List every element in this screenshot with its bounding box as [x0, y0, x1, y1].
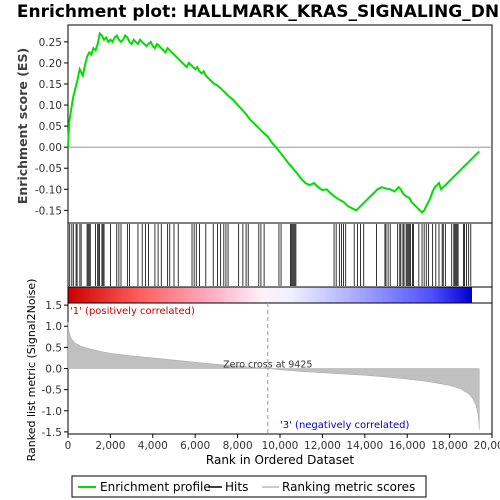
hits-frame	[67, 222, 493, 288]
es-y-tick-label: 0.25	[39, 37, 62, 49]
metric-score-area	[67, 321, 480, 430]
es-y-tick-label: 0.10	[39, 100, 62, 112]
legend: Enrichment profile Hits Ranking metric s…	[71, 475, 427, 498]
es-y-tick-label: 0.05	[39, 121, 62, 133]
es-y-axis: -0.15 -0.10 -0.05 0.00 0.05 0.10 0.15 0.20 0.25	[35, 37, 68, 217]
metric-y-tick-label: -0.5	[42, 385, 63, 397]
metric-y-tick-label: 0.0	[45, 364, 62, 376]
x-tick-label: 12,000	[304, 440, 341, 452]
metric-panel: Zero cross at 9425 '1' (positively corre…	[25, 279, 493, 462]
x-tick-label: 14,000	[346, 440, 383, 452]
metric-y-tick-label: 1.5	[45, 300, 62, 312]
legend-metric-label: Ranking metric scores	[282, 480, 415, 494]
es-plot-frame	[67, 24, 493, 224]
legend-hits-label: Hits	[225, 480, 248, 494]
es-y-tick-label: -0.10	[35, 184, 62, 196]
x-tick-label: 8,000	[223, 440, 253, 452]
metric-y-tick-label: -1.5	[42, 427, 63, 439]
x-tick-label: 4,000	[138, 440, 168, 452]
x-tick-label: 6,000	[180, 440, 210, 452]
x-tick-label: 10,000	[262, 440, 299, 452]
x-tick-label: 20,000	[474, 440, 500, 452]
x-axis-label: Rank in Ordered Dataset	[206, 453, 354, 467]
chart-title: Enrichment plot: HALLMARK_KRAS_SIGNALING…	[17, 2, 499, 22]
metric-y-tick-label: 1.0	[45, 321, 62, 333]
metric-y-tick-label: 0.5	[45, 342, 62, 354]
es-panel: -0.15-0.10-0.050.000.050.100.150.200.25 …	[15, 24, 493, 224]
es-profile-line	[67, 31, 481, 214]
positive-correlation-label: '1' (positively correlated)	[70, 306, 195, 317]
ranking-gradient-bar	[68, 287, 472, 303]
x-tick-label: 0	[65, 440, 72, 452]
x-tick-label: 16,000	[389, 440, 426, 452]
es-y-tick-label: 0.15	[39, 79, 62, 91]
zero-cross-label: Zero cross at 9425	[223, 360, 312, 371]
es-y-tick-label: -0.05	[35, 163, 62, 175]
x-tick-label: 18,000	[431, 440, 468, 452]
es-y-tick-label: 0.00	[39, 142, 62, 154]
x-axis: 0 2,000 4,000 6,000 8,000 10,000 12,000 14,000 1…	[65, 434, 500, 452]
es-y-tick-label: -0.15	[35, 205, 62, 217]
x-tick-label: 2,000	[95, 440, 125, 452]
legend-frame	[71, 475, 427, 498]
legend-enrichment-label: Enrichment profile	[100, 480, 211, 494]
hits-panel	[67, 222, 493, 304]
negative-correlation-label: '3' (negatively correlated)	[280, 420, 409, 431]
metric-y-tick-label: -1.0	[42, 406, 63, 418]
metric-y-axis-label: Ranked list metric (Signal2Noise)	[25, 279, 38, 462]
hit-markers	[69, 224, 472, 286]
metric-y-axis: -1.5 -1.0 -0.5 0.0 0.5 1.0 1.5	[42, 300, 68, 439]
es-y-tick-label: 0.20	[39, 58, 62, 70]
es-y-axis-label: Enrichment score (ES)	[15, 48, 30, 204]
